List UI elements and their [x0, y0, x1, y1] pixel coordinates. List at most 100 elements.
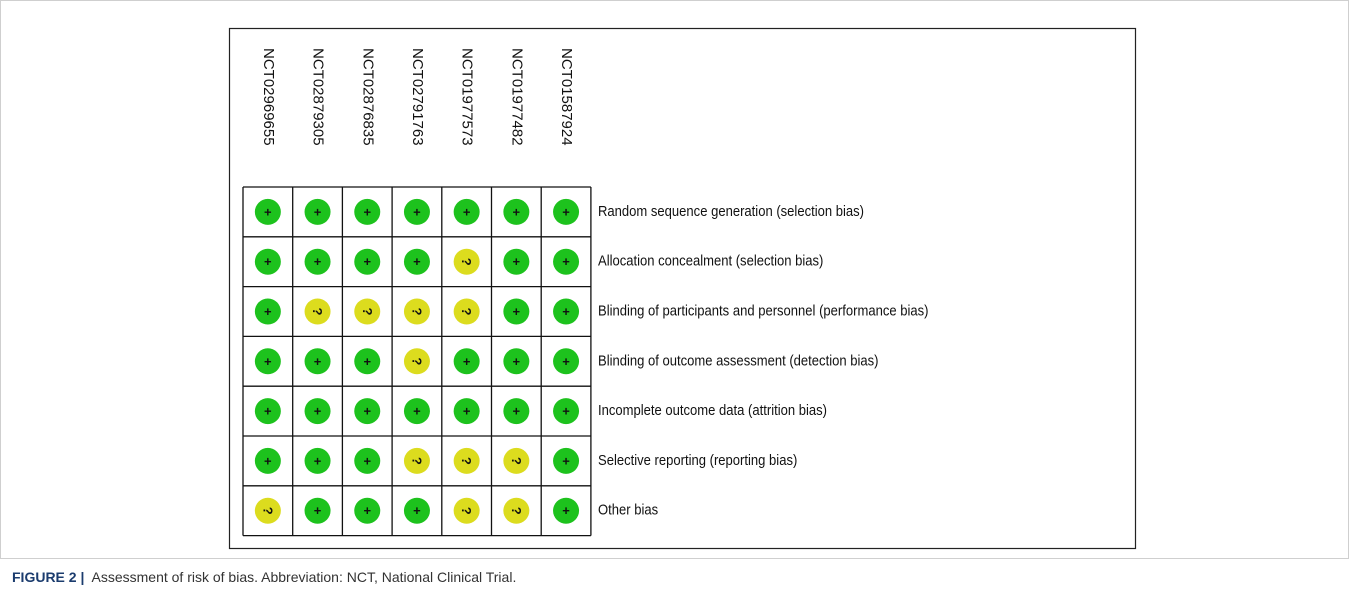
judgement-symbol: ?	[459, 457, 474, 465]
study-label: NCT02879305	[310, 48, 327, 146]
judgement-symbol: +	[314, 503, 322, 518]
judgement-symbol: +	[314, 453, 322, 468]
judgement-symbol: ?	[459, 308, 474, 316]
judgement-symbol: +	[413, 204, 421, 219]
judgement-dot	[304, 298, 331, 325]
judgement-dot	[354, 398, 381, 425]
judgement-symbol: +	[413, 404, 421, 419]
judgement-symbol: ?	[509, 457, 524, 465]
judgement-dot	[453, 298, 480, 325]
judgement-dot	[403, 447, 430, 474]
domain-label: Selective reporting (reporting bias)	[598, 451, 797, 468]
caption-text: Assessment of risk of bias. Abbreviation…	[92, 569, 517, 585]
judgement-symbol: +	[264, 453, 272, 468]
study-label: NCT02791763	[409, 48, 426, 146]
judgement-dot	[403, 348, 430, 375]
judgement-dot	[503, 348, 530, 375]
judgement-dot	[553, 447, 580, 474]
judgement-dot	[553, 198, 580, 225]
domain-label: Incomplete outcome data (attrition bias)	[598, 401, 827, 418]
judgement-dot	[304, 248, 331, 275]
judgement-dot	[254, 497, 281, 524]
judgement-symbol: +	[264, 254, 272, 269]
judgement-symbol: +	[264, 204, 272, 219]
judgement-dot	[553, 298, 580, 325]
judgement-dot	[453, 248, 480, 275]
grid	[242, 186, 592, 537]
domain-label: Allocation concealment (selection bias)	[598, 252, 823, 269]
judgement-dot	[453, 398, 480, 425]
judgement-dot	[254, 447, 281, 474]
judgement-symbol: +	[513, 404, 521, 419]
judgement-symbol: ?	[360, 308, 375, 316]
judgement-symbol: +	[463, 204, 471, 219]
domain-label: Random sequence generation (selection bi…	[598, 202, 864, 219]
judgement-dot	[403, 298, 430, 325]
judgement-symbol: ?	[459, 507, 474, 515]
judgement-dot	[354, 497, 381, 524]
judgement-symbol: +	[562, 453, 570, 468]
judgement-symbol: +	[562, 254, 570, 269]
judgement-dot	[354, 348, 381, 375]
study-label: NCT02969655	[260, 48, 277, 146]
judgement-symbol: +	[562, 304, 570, 319]
judgement-dot	[254, 198, 281, 225]
study-label: NCT01587924	[558, 48, 575, 146]
judgement-symbol: +	[363, 453, 371, 468]
judgement-symbol: +	[264, 404, 272, 419]
study-label: NCT01977573	[459, 48, 476, 146]
judgement-dot	[553, 497, 580, 524]
judgement-dot	[503, 248, 530, 275]
outer-frame	[0, 0, 1349, 559]
domain-label: Blinding of outcome assessment (detectio…	[598, 351, 878, 368]
judgement-symbol: ?	[409, 308, 424, 316]
judgement-dot	[403, 248, 430, 275]
judgement-dot	[503, 497, 530, 524]
judgement-dot	[553, 248, 580, 275]
judgement-dot	[254, 398, 281, 425]
judgement-symbol: +	[513, 304, 521, 319]
judgement-symbol: ?	[509, 507, 524, 515]
judgement-symbol: ?	[409, 457, 424, 465]
judgement-dot	[403, 198, 430, 225]
judgement-symbol: +	[463, 354, 471, 369]
figure-frame	[228, 27, 1137, 550]
judgement-symbol: +	[264, 354, 272, 369]
judgement-symbol: +	[363, 254, 371, 269]
judgement-symbol: ?	[459, 258, 474, 266]
judgement-dot	[354, 447, 381, 474]
judgement-dot	[453, 447, 480, 474]
judgement-symbol: +	[264, 304, 272, 319]
domain-label: Blinding of participants and personnel (…	[598, 302, 929, 319]
judgement-symbol: +	[363, 404, 371, 419]
judgement-dot	[354, 298, 381, 325]
judgement-dot	[553, 398, 580, 425]
caption-label: FIGURE 2 |	[12, 569, 84, 585]
judgement-symbol: +	[314, 354, 322, 369]
judgement-dot	[254, 298, 281, 325]
judgement-dot	[403, 497, 430, 524]
judgement-dot	[354, 198, 381, 225]
judgement-dot	[403, 398, 430, 425]
judgement-symbol: ?	[310, 308, 325, 316]
caption: FIGURE 2 | Assessment of risk of bias. A…	[12, 569, 516, 585]
judgement-symbol: +	[513, 254, 521, 269]
study-label: NCT02876835	[359, 48, 376, 146]
judgement-symbol: +	[562, 404, 570, 419]
judgement-symbol: ?	[409, 357, 424, 365]
judgement-symbol: +	[363, 204, 371, 219]
judgement-dot	[304, 447, 331, 474]
domain-label: Other bias	[598, 501, 658, 518]
judgement-symbol: +	[314, 404, 322, 419]
judgement-symbol: +	[513, 354, 521, 369]
judgement-dot	[453, 497, 480, 524]
judgement-dot	[254, 348, 281, 375]
judgement-symbol: +	[413, 503, 421, 518]
judgement-dot	[503, 298, 530, 325]
judgement-dot	[453, 198, 480, 225]
study-label: NCT01977482	[508, 48, 525, 146]
judgement-dot	[304, 198, 331, 225]
judgement-symbol: +	[562, 204, 570, 219]
judgement-dot	[354, 248, 381, 275]
